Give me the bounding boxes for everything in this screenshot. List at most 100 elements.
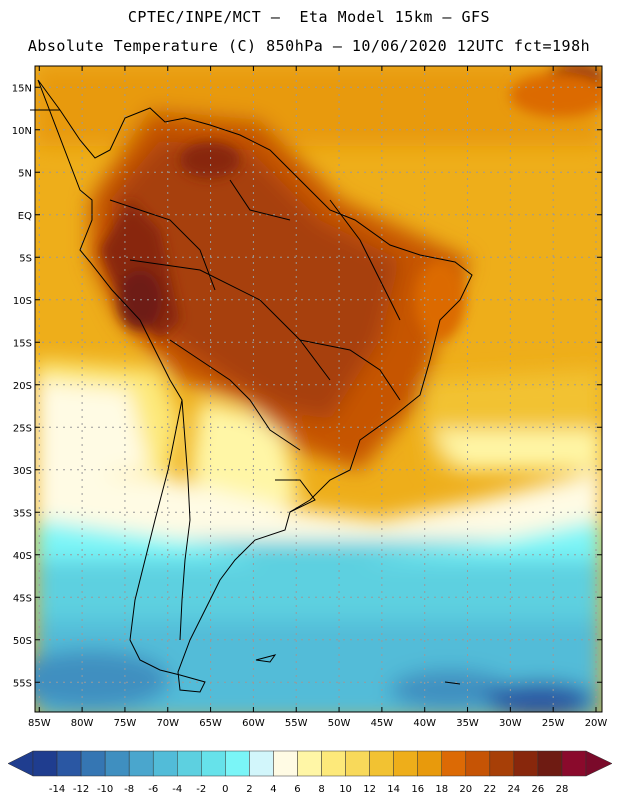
lat-label: 45S: [13, 593, 32, 604]
lon-label: 55W: [285, 718, 308, 729]
lat-label: 15N: [12, 83, 32, 94]
lat-label: 25S: [13, 423, 32, 434]
colorbar-box: [128, 750, 154, 777]
colorbar-label: 8: [318, 784, 324, 795]
colorbar-low-arrow: [7, 750, 34, 777]
colorbar-box: [297, 750, 322, 777]
gridlines: [35, 66, 602, 712]
colorbar-box: [513, 750, 539, 777]
colorbar-label: 14: [387, 784, 400, 795]
field-cold-pool-east: [390, 670, 510, 710]
lon-label: 35W: [456, 718, 479, 729]
lon-label: 30W: [499, 718, 522, 729]
colorbar-box: [32, 750, 58, 777]
temperature-field: [35, 66, 602, 712]
colorbar-box: [417, 750, 442, 777]
colorbar-label: 20: [459, 784, 472, 795]
colorbar-box: [249, 750, 274, 777]
axis-ticks: [35, 66, 602, 712]
longitude-labels: 85W 80W 75W 70W 65W 60W 55W 50W 45W 40W 35W 30W 25W 2…: [28, 718, 607, 729]
colorbar-label: -4: [172, 784, 182, 795]
field-cold-pool-far-east: [485, 682, 595, 712]
colorbar-box: [369, 750, 394, 777]
colorbar-label: 0: [222, 784, 228, 795]
coastlines: [30, 79, 473, 693]
lon-label: 40W: [413, 718, 436, 729]
colorbar-label: 10: [339, 784, 352, 795]
colorbar-label: -2: [196, 784, 206, 795]
colorbar-boxes: [7, 750, 613, 777]
colorbar-box: [561, 750, 587, 777]
lon-label: 65W: [199, 718, 222, 729]
lat-label: 5N: [18, 168, 32, 179]
lat-label: 35S: [13, 508, 32, 519]
colorbar-label: 16: [411, 784, 424, 795]
lat-label: EQ: [18, 211, 32, 222]
lat-label: 30S: [13, 466, 32, 477]
colorbar-box: [393, 750, 418, 777]
field-pale-band: [35, 470, 602, 560]
field-continent-hot: [110, 140, 400, 420]
colorbar-box: [80, 750, 106, 777]
field-venezuela-hot: [180, 142, 240, 178]
colorbar-label: -8: [124, 784, 134, 795]
lat-label: 15S: [13, 338, 32, 349]
colorbar-label: -12: [73, 784, 89, 795]
lon-label: 45W: [371, 718, 394, 729]
colorbar-box: [225, 750, 250, 777]
colorbar-box: [441, 750, 467, 777]
colorbar-box: [152, 750, 178, 777]
colorbar-label: 22: [483, 784, 496, 795]
lon-label: 85W: [28, 718, 51, 729]
colorbar-box: [321, 750, 346, 777]
colorbar-label: 4: [270, 784, 276, 795]
lat-label: 50S: [13, 636, 32, 647]
colorbar-label: 6: [294, 784, 300, 795]
colorbar-labels: -14 -12 -10 -8 -6 -4 -2 0 2 4 6 8 10 12 14 16 18 20 22 24 26…: [49, 784, 568, 795]
border-brazil-west: [129, 259, 331, 381]
colorbar-label: 28: [556, 784, 569, 795]
chart-title-line1: CPTEC/INPE/MCT – Eta Model 15km – GFS: [127, 8, 491, 26]
lon-label: 25W: [542, 718, 565, 729]
border-brazil-states: [299, 339, 401, 401]
lat-label: 10N: [12, 126, 32, 137]
lat-label: 55S: [13, 678, 32, 689]
border-colombia: [109, 199, 216, 291]
field-north-band: [35, 66, 602, 146]
south-georgia: [444, 681, 461, 685]
map-frame: [34, 65, 603, 713]
lon-label: 70W: [156, 718, 179, 729]
border-brazil-north: [329, 199, 401, 321]
field-ne-brazil: [415, 260, 465, 340]
colorbar-box: [465, 750, 491, 777]
lat-label: 20S: [13, 381, 32, 392]
lon-label: 20W: [585, 718, 608, 729]
temperature-map: 15N 10N 5N EQ 5S 10S 15S 20S 25S 30S 35S 40S 45S 50S 5…: [12, 65, 607, 729]
colorbar-box: [201, 750, 226, 777]
field-pacific-pale: [35, 380, 150, 480]
colorbar-label: -10: [97, 784, 113, 795]
border-venezuela: [229, 179, 291, 221]
colorbar: -14 -12 -10 -8 -6 -4 -2 0 2 4 6 8 10 12 14 16 18 20 22 24 26…: [7, 750, 613, 795]
lon-label: 75W: [114, 718, 137, 729]
field-cyan-band: [35, 520, 602, 560]
lat-label: 40S: [13, 551, 32, 562]
latitude-labels: 15N 10N 5N EQ 5S 10S 15S 20S 25S 30S 35S 40S 45S 50S 5…: [12, 83, 32, 689]
chart-title-line2: Absolute Temperature (C) 850hPa – 10/06/…: [27, 37, 591, 55]
colorbar-box: [345, 750, 370, 777]
lat-label: 10S: [13, 296, 32, 307]
colorbar-box: [273, 750, 298, 777]
colorbar-label: 2: [246, 784, 252, 795]
lon-label: 50W: [328, 718, 351, 729]
falkland-islands: [255, 654, 277, 663]
south-america-outline: [37, 79, 473, 693]
lon-label: 60W: [242, 718, 265, 729]
colorbar-box: [177, 750, 202, 777]
field-cold-pool-west: [35, 650, 170, 710]
colorbar-box: [489, 750, 515, 777]
colorbar-box: [56, 750, 82, 777]
colorbar-label: 24: [508, 784, 521, 795]
colorbar-box: [537, 750, 563, 777]
border-bolivia: [169, 339, 301, 451]
field-atlantic-pale: [430, 430, 602, 470]
